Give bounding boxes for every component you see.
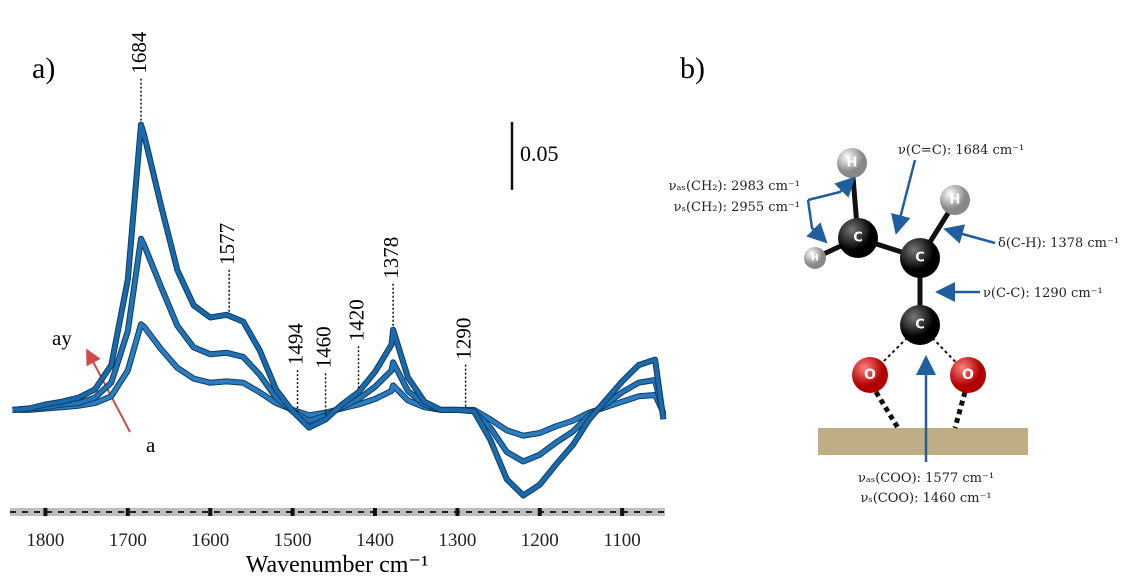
x-tick-label: 1100 xyxy=(604,530,641,551)
assignment-label: ν(C-C): 1290 cm⁻¹ xyxy=(983,286,1103,301)
atom xyxy=(900,305,940,345)
atom xyxy=(900,238,940,278)
peak-label: 1378 xyxy=(379,237,403,279)
x-tick-label: 1200 xyxy=(521,530,559,551)
peak-label: 1494 xyxy=(283,323,307,366)
trend-arrow xyxy=(86,348,131,433)
peak-label: 1420 xyxy=(344,299,368,341)
spectrum xyxy=(12,235,667,465)
arrow-end-label: ay xyxy=(52,326,72,350)
spectrum xyxy=(12,121,667,499)
peak-label: 1684 xyxy=(127,31,151,74)
atom-label: H xyxy=(847,156,858,171)
assignment-label: δ(C-H): 1378 cm⁻¹ xyxy=(998,236,1119,251)
x-tick-label: 1500 xyxy=(274,530,312,551)
peak-label: 1290 xyxy=(451,318,475,360)
x-tick-label: 1400 xyxy=(356,530,394,551)
atom-label: C xyxy=(915,251,925,266)
atom-label: H xyxy=(950,193,961,208)
surface xyxy=(818,428,1028,455)
atom xyxy=(837,148,867,178)
atom xyxy=(804,247,826,269)
peak-label: 1577 xyxy=(215,223,239,265)
spectrum xyxy=(12,236,666,464)
x-tick-label: 1300 xyxy=(438,530,476,551)
peak-label: 1460 xyxy=(311,326,335,368)
spectrum xyxy=(12,122,666,498)
atom-label: H xyxy=(811,254,819,264)
atom-label: C xyxy=(853,231,863,246)
assignment-label: νₐₛ(CH₂): 2983 cm⁻¹ xyxy=(669,179,800,194)
x-axis-title: Wavenumber cm⁻¹ xyxy=(246,552,429,577)
panel-label: a) xyxy=(32,52,55,85)
x-tick-label: 1700 xyxy=(109,530,147,551)
assignment-label: ν(C=C): 1684 cm⁻¹ xyxy=(898,143,1024,158)
x-tick-label: 1600 xyxy=(191,530,229,551)
scale-bar-label: 0.05 xyxy=(520,141,559,166)
atom xyxy=(940,185,970,215)
surface-bonds xyxy=(873,390,968,430)
atom-label: C xyxy=(915,318,925,333)
arrow-start-label: a xyxy=(146,433,156,457)
atom-label: O xyxy=(962,367,974,383)
spectra-panel: a) Wavenumber cm⁻¹ ay a 1800 1700 1600 1500… xyxy=(10,31,667,577)
atom xyxy=(852,357,888,393)
assignment-label: νₐₛ(COO): 1577 cm⁻¹ xyxy=(858,471,994,486)
assignment-label: νₛ(COO): 1460 cm⁻¹ xyxy=(860,491,991,506)
assignment-label: νₛ(CH₂): 2955 cm⁻¹ xyxy=(674,200,800,215)
atom xyxy=(838,218,878,258)
panel-label: b) xyxy=(680,52,705,85)
x-tick-label: 1800 xyxy=(26,530,64,551)
molecule-panel: b) H H H C C C O O xyxy=(669,52,1119,506)
atom-label: O xyxy=(864,367,876,383)
assignment-arrows xyxy=(806,159,996,462)
atom xyxy=(950,357,986,393)
